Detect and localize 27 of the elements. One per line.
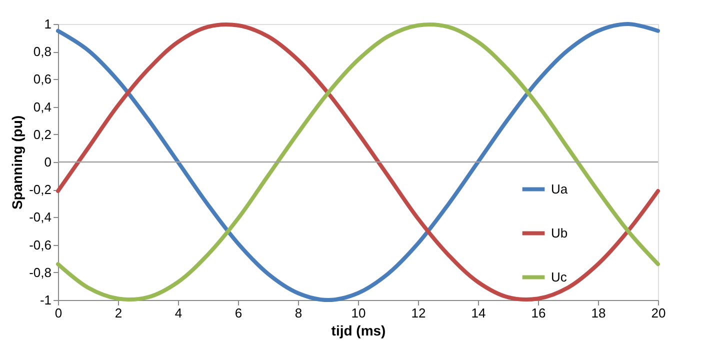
y-tick-label: -1 xyxy=(40,292,52,308)
x-tick-label: 12 xyxy=(411,306,426,320)
y-tick-label: 0,4 xyxy=(33,99,52,114)
x-tick-label: 16 xyxy=(531,306,546,320)
legend-label: Ub xyxy=(551,225,568,240)
legend-label: Ua xyxy=(551,181,568,196)
y-tick-label: 0,8 xyxy=(33,44,52,60)
y-axis-title: Spanning (pu) xyxy=(9,115,26,210)
y-tick-label: -0,4 xyxy=(29,210,52,225)
x-axis-title: tijd (ms) xyxy=(331,322,386,338)
y-tick-label: -0,2 xyxy=(29,182,52,198)
y-tick-label: 0,6 xyxy=(33,72,52,87)
x-tick-label: 6 xyxy=(234,306,242,320)
y-tick-label: -0,6 xyxy=(29,237,52,252)
y-tick-label: 0,2 xyxy=(33,126,52,142)
y-tick-label: 0 xyxy=(44,154,52,170)
legend-label: Uc xyxy=(551,269,568,284)
x-tick-label: 14 xyxy=(471,306,486,320)
x-tick-label: 8 xyxy=(294,306,302,320)
x-tick-label: 10 xyxy=(351,306,366,320)
x-tick-label: 2 xyxy=(114,306,122,320)
x-tick-label: 20 xyxy=(651,306,666,320)
y-tick-label: 1 xyxy=(44,16,52,32)
x-tick-label: 0 xyxy=(54,306,62,320)
y-tick-label: -0,8 xyxy=(29,264,52,280)
x-tick-label: 18 xyxy=(591,306,606,320)
x-tick-label: 4 xyxy=(174,306,182,320)
